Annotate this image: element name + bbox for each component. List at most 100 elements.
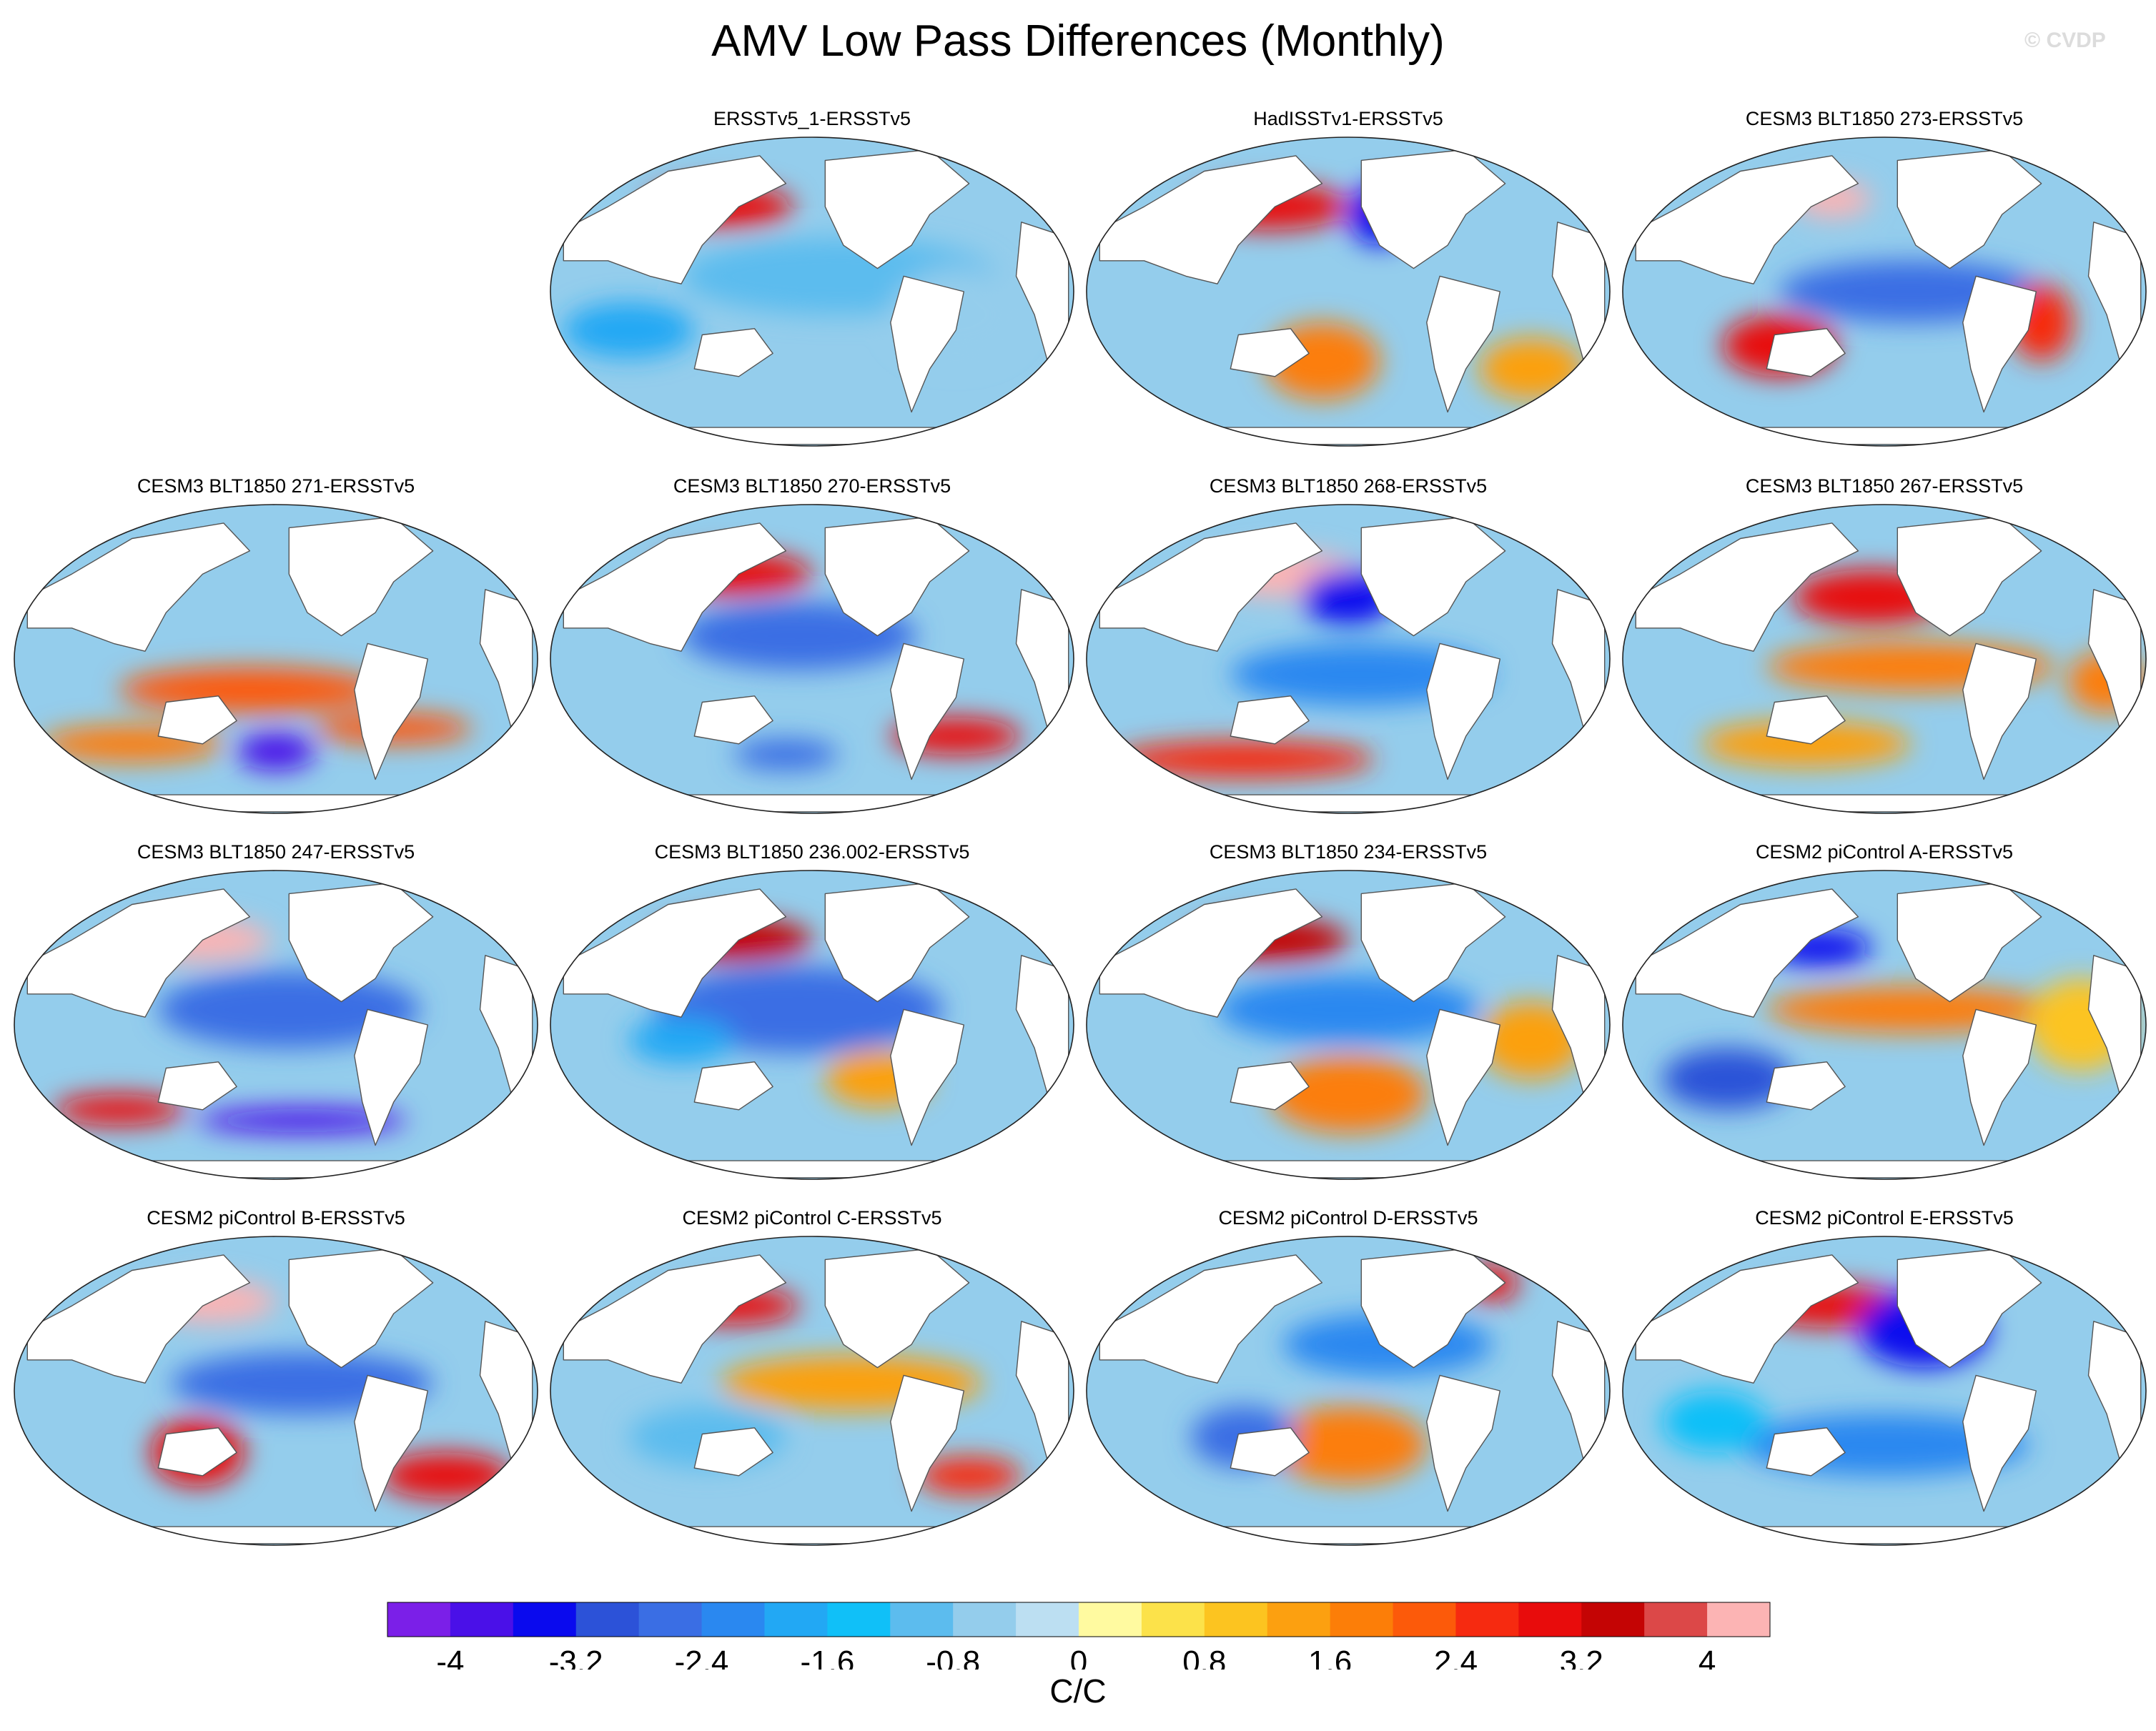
ocean-field — [1087, 1236, 1610, 1545]
map-panel: CESM3 BLT1850 267-ERSSTv5 — [1620, 473, 2149, 823]
map-plot — [1622, 504, 2147, 814]
map-plot — [1622, 137, 2147, 447]
anomaly-region — [916, 1457, 1022, 1494]
colorbar-swatch — [1079, 1602, 1142, 1637]
map-border — [550, 504, 1074, 814]
land-mask — [1962, 1374, 2037, 1512]
map-border — [1086, 504, 1611, 814]
colorbar-swatch — [1204, 1602, 1268, 1637]
map-plot — [550, 504, 1074, 814]
map-panel: CESM2 piControl B-ERSSTv5 — [11, 1205, 540, 1555]
colorbar-swatch — [1393, 1602, 1456, 1637]
land-mask — [824, 882, 970, 1003]
ocean-field — [550, 505, 1074, 813]
land-mask — [1962, 275, 2037, 413]
land-mask — [288, 882, 434, 1003]
land-mask — [1635, 522, 1859, 652]
colorbar-swatch — [953, 1602, 1017, 1637]
colorbar-tick-label: 3.2 — [1560, 1645, 1603, 1670]
panel-title: CESM3 BLT1850 247-ERSSTv5 — [137, 841, 415, 863]
colorbar-tick-label: -3.2 — [549, 1645, 603, 1670]
ocean-field — [1087, 871, 1610, 1179]
colorbar-swatch — [1267, 1602, 1331, 1637]
anomaly-region — [1112, 740, 1375, 778]
anomaly-region — [1661, 1048, 1793, 1110]
land-mask — [1897, 1248, 2042, 1369]
land-mask — [1426, 1008, 1500, 1146]
anomaly-region — [1661, 1391, 1767, 1453]
ocean-field — [1623, 137, 2146, 446]
map-panel: CESM3 BLT1850 271-ERSSTv5 — [11, 473, 540, 823]
map-panel: HadISSTv1-ERSSTv5 — [1084, 106, 1613, 456]
land-mask — [563, 888, 787, 1018]
map-plot — [1086, 870, 1611, 1180]
land-mask — [1360, 516, 1506, 637]
map-border — [1622, 870, 2147, 1180]
map-panel: ERSSTv5_1-ERSSTv5 — [548, 106, 1077, 456]
land-mask — [1962, 1008, 2037, 1146]
land-mask — [1635, 155, 1859, 284]
land-mask — [354, 1008, 428, 1146]
land-mask — [1230, 328, 1310, 377]
map-plot — [1086, 137, 1611, 447]
map-plot — [1086, 504, 1611, 814]
colorbar-swatch — [764, 1602, 828, 1637]
colorbar-swatch — [1016, 1602, 1079, 1637]
map-border — [1086, 870, 1611, 1180]
map-panel: CESM2 piControl C-ERSSTv5 — [548, 1205, 1077, 1555]
colorbar-tick-label: 2.4 — [1434, 1645, 1478, 1670]
map-border — [14, 504, 538, 814]
ocean-field — [1087, 505, 1610, 813]
map-plot — [550, 870, 1074, 1180]
colorbar-tick-label: -4 — [436, 1645, 464, 1670]
map-plot — [14, 870, 538, 1180]
panel-title: CESM3 BLT1850 270-ERSSTv5 — [673, 475, 951, 497]
land-mask — [890, 275, 964, 413]
land-mask — [824, 1248, 970, 1369]
land-mask — [1897, 882, 2042, 1003]
colorbar-swatch — [513, 1602, 577, 1637]
anomaly-region — [628, 1017, 734, 1063]
map-panel: CESM3 BLT1850 247-ERSSTv5 — [11, 839, 540, 1189]
colorbar-swatch — [575, 1602, 640, 1637]
copyright-label: © CVDP — [2024, 29, 2106, 52]
map-border — [1622, 1236, 2147, 1546]
colorbar-swatch — [1141, 1602, 1205, 1637]
land-mask — [1360, 882, 1506, 1003]
map-panel: CESM2 piControl D-ERSSTv5 — [1084, 1205, 1613, 1555]
land-mask — [563, 522, 787, 652]
panel-title: ERSSTv5_1-ERSSTv5 — [713, 108, 911, 129]
map-panel: CESM3 BLT1850 273-ERSSTv5 — [1620, 106, 2149, 456]
map-plot — [550, 137, 1074, 447]
panel-title: CESM3 BLT1850 267-ERSSTv5 — [1745, 475, 2024, 497]
map-panel: CESM3 BLT1850 236.002-ERSSTv5 — [548, 839, 1077, 1189]
land-mask — [157, 1061, 237, 1111]
map-border — [1086, 137, 1611, 447]
colorbar-tick-label: -0.8 — [926, 1645, 980, 1670]
colorbar-swatch — [387, 1602, 451, 1637]
panel-title: CESM2 piControl C-ERSSTv5 — [682, 1207, 942, 1229]
panel-title: CESM3 BLT1850 271-ERSSTv5 — [137, 475, 415, 497]
land-mask — [26, 888, 251, 1018]
ocean-field — [550, 871, 1074, 1179]
land-mask — [693, 328, 773, 377]
colorbar-units: C/C — [1049, 1672, 1107, 1710]
colorbar-tick-label: -1.6 — [800, 1645, 854, 1670]
land-mask — [288, 516, 434, 637]
land-mask — [1766, 1427, 1846, 1477]
land-mask — [1099, 522, 1323, 652]
land-mask — [1635, 1254, 1859, 1384]
map-plot — [14, 504, 538, 814]
land-mask — [1426, 1374, 1500, 1512]
panel-title: CESM3 BLT1850 236.002-ERSSTv5 — [654, 841, 970, 863]
land-mask — [1230, 1061, 1310, 1111]
colorbar-swatch — [1644, 1602, 1708, 1637]
map-border — [1622, 504, 2147, 814]
map-panel: CESM3 BLT1850 268-ERSSTv5 — [1084, 473, 1613, 823]
colorbar-tick-label: -2.4 — [675, 1645, 729, 1670]
anomaly-region — [1270, 1056, 1427, 1134]
anomaly-region — [237, 733, 315, 770]
land-mask — [1766, 695, 1846, 745]
colorbar-tick-label: 1.6 — [1308, 1645, 1352, 1670]
map-panel: CESM3 BLT1850 270-ERSSTv5 — [548, 473, 1077, 823]
